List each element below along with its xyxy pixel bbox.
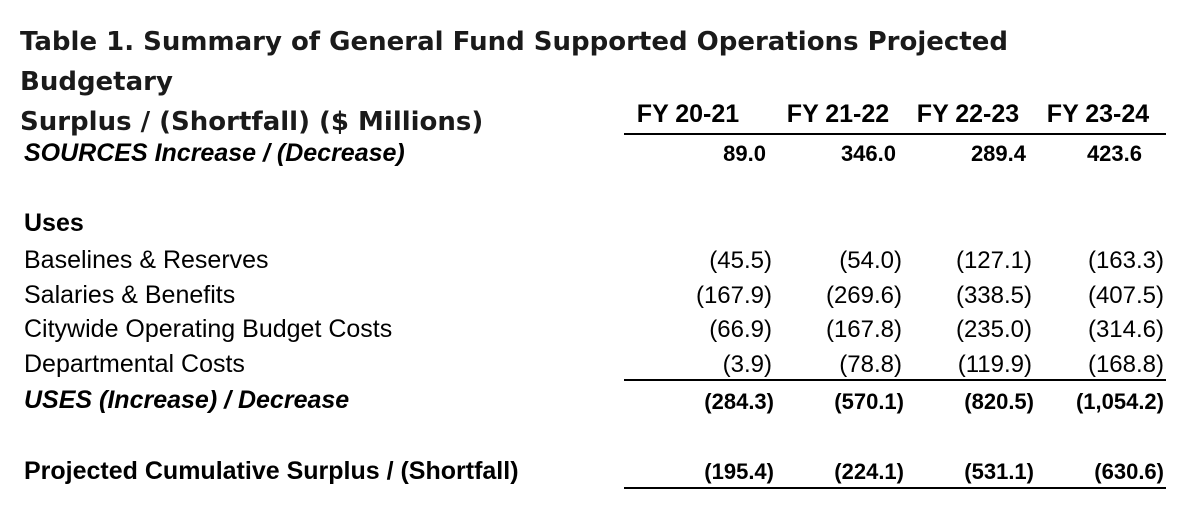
surplus-label: Projected Cumulative Surplus / (Shortfal… — [24, 457, 519, 485]
uses-row-value: (167.9) — [695, 282, 772, 309]
surplus-value-fy21-22: (224.1) — [834, 459, 904, 484]
table-title-line-1: Table 1. Summary of General Fund Support… — [20, 27, 1008, 97]
uses-row-value: (3.9) — [722, 351, 772, 378]
uses-row-value: (119.9) — [957, 351, 1032, 378]
uses-heading: Uses — [24, 209, 84, 237]
uses-row-value: (45.5) — [709, 247, 772, 274]
uses-row-label: Salaries & Benefits — [24, 281, 236, 309]
sources-label: SOURCES Increase / (Decrease) — [24, 139, 405, 167]
uses-row-label: Departmental Costs — [24, 350, 245, 378]
uses-row-value: (338.5) — [955, 282, 1032, 309]
uses-row-value: (235.0) — [955, 316, 1032, 343]
sources-value-fy23-24: 423.6 — [1086, 141, 1142, 166]
sources-value-fy20-21: 89.0 — [723, 141, 766, 166]
uses-row-value: (54.0) — [839, 247, 902, 274]
uses-row-value: (127.1) — [955, 247, 1032, 274]
uses-total-label: USES (Increase) / Decrease — [24, 386, 350, 414]
uses-row-label: Baselines & Reserves — [24, 246, 269, 274]
uses-row-label: Citywide Operating Budget Costs — [24, 315, 393, 343]
uses-row-value: (314.6) — [1087, 316, 1164, 343]
uses-subtotal-rule — [624, 379, 1166, 381]
sources-value-fy22-23: 289.4 — [970, 141, 1026, 166]
column-header-fy22-23: FY 22-23 — [916, 100, 1020, 128]
uses-row-value: (168.8) — [1087, 351, 1164, 378]
column-header-fy21-22: FY 21-22 — [786, 100, 890, 128]
surplus-value-fy20-21: (195.4) — [704, 459, 774, 484]
column-header-fy23-24: FY 23-24 — [1046, 100, 1150, 128]
uses-total-value-fy22-23: (820.5) — [964, 389, 1034, 414]
uses-total-value-fy21-22: (570.1) — [834, 389, 904, 414]
uses-row-value: (66.9) — [709, 316, 772, 343]
uses-row-value: (163.3) — [1087, 247, 1164, 274]
uses-total-value-fy20-21: (284.3) — [704, 389, 774, 414]
sources-value-fy21-22: 346.0 — [840, 141, 896, 166]
uses-row-value: (167.8) — [825, 316, 902, 343]
surplus-underline — [624, 487, 1166, 489]
uses-row-value: (78.8) — [839, 351, 902, 378]
uses-row-value: (269.6) — [825, 282, 902, 309]
table-title: Table 1. Summary of General Fund Support… — [20, 22, 1120, 142]
header-underline — [624, 133, 1166, 135]
uses-row-value: (407.5) — [1087, 282, 1164, 309]
table-title-line-2: Surplus / (Shortfall) ($ Millions) — [20, 107, 484, 137]
uses-total-value-fy23-24: (1,054.2) — [1075, 389, 1164, 414]
surplus-value-fy23-24: (630.6) — [1094, 459, 1164, 484]
surplus-value-fy22-23: (531.1) — [964, 459, 1034, 484]
column-header-fy20-21: FY 20-21 — [636, 100, 740, 128]
